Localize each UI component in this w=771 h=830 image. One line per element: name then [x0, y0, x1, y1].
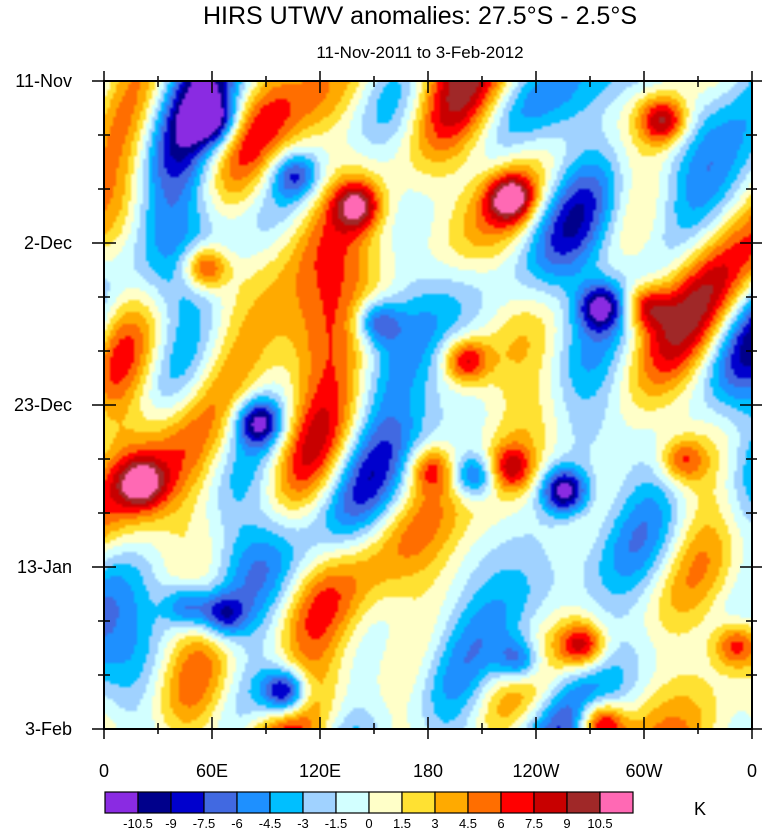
axis-ticks — [92, 71, 762, 739]
colorbar-level-label: -6 — [231, 816, 243, 830]
colorbar-level-label: -10.5 — [123, 816, 153, 830]
chart-subtitle: 11-Nov-2011 to 3-Feb-2012 — [316, 43, 523, 62]
colorbar-swatch — [335, 791, 370, 814]
x-tick-label: 120E — [299, 761, 341, 781]
colorbar-swatch — [137, 791, 172, 814]
y-tick-label: 3-Feb — [25, 719, 72, 739]
colorbar-level-label: -7.5 — [193, 816, 215, 830]
y-tick-label: 23-Dec — [14, 395, 72, 415]
x-tick-label: 60E — [196, 761, 228, 781]
colorbar-units-label: K — [694, 799, 706, 819]
colorbar-level-label: 0 — [365, 816, 372, 830]
x-tick-label: 120W — [512, 761, 559, 781]
colorbar-level-label: 6 — [497, 816, 504, 830]
colorbar-swatch — [533, 791, 568, 814]
colorbar-swatch — [104, 791, 139, 814]
y-tick-label: 13-Jan — [17, 557, 72, 577]
colorbar-swatch — [170, 791, 205, 814]
colorbar-level-label: -1.5 — [325, 816, 347, 830]
colorbar-swatch — [467, 791, 502, 814]
colorbar-level-label: -3 — [297, 816, 309, 830]
x-tick-label: 60W — [625, 761, 662, 781]
colorbar-level-label: -9 — [165, 816, 177, 830]
colorbar-level-label: -4.5 — [259, 816, 281, 830]
colorbar-swatch — [599, 791, 634, 814]
x-tick-label: 0 — [99, 761, 109, 781]
colorbar-level-label: 7.5 — [525, 816, 543, 830]
colorbar-swatch — [368, 791, 403, 814]
colorbar-swatch — [236, 791, 271, 814]
colorbar-swatch — [401, 791, 436, 814]
colorbar-swatch — [566, 791, 601, 814]
colorbar-swatch — [302, 791, 337, 814]
y-tick-label: 11-Nov — [15, 71, 72, 91]
chart-title: HIRS UTWV anomalies: 27.5°S - 2.5°S — [203, 2, 637, 30]
colorbar-swatch — [269, 791, 304, 814]
colorbar-level-label: 9 — [563, 816, 570, 830]
x-tick-label: 180 — [413, 761, 443, 781]
colorbar-level-label: 1.5 — [393, 816, 411, 830]
colorbar: -10.5 -9 -7.5 -6 -4.5 -3 -1.5 0 1.5 3 4.5 6 7.5 9 10.5 — [104, 791, 634, 830]
colorbar-level-label: 10.5 — [587, 816, 612, 830]
colorbar-swatch — [434, 791, 469, 814]
colorbar-level-label: 4.5 — [459, 816, 477, 830]
colorbar-swatch — [500, 791, 535, 814]
colorbar-swatch — [203, 791, 238, 814]
x-axis-tick-labels: 0 60E 120E 180 120W 60W 0 — [99, 761, 757, 781]
plot-area — [103, 80, 753, 730]
anomaly-field — [104, 81, 752, 729]
y-axis-tick-labels: 11-Nov 2-Dec 23-Dec 13-Jan 3-Feb — [14, 71, 72, 739]
y-tick-label: 2-Dec — [24, 233, 72, 253]
x-tick-label: 0 — [747, 761, 757, 781]
colorbar-level-label: 3 — [431, 816, 438, 830]
